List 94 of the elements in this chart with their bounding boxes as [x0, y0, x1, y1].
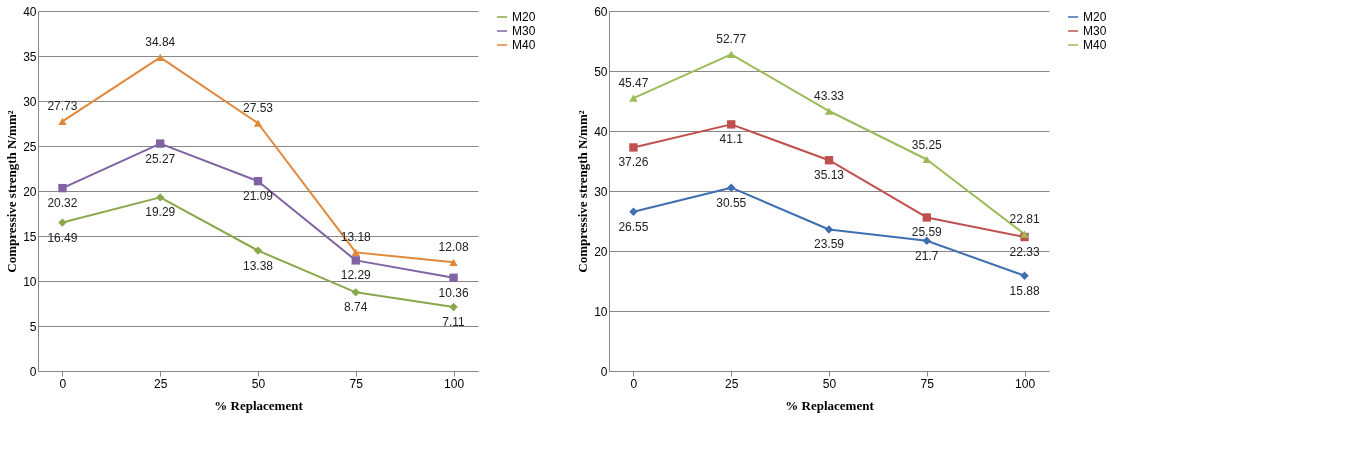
point [629, 94, 638, 102]
point [922, 236, 931, 245]
data-label: 45.47 [618, 76, 649, 91]
point [629, 207, 638, 216]
point [58, 183, 67, 193]
legend-label: M40 [512, 38, 536, 52]
point [351, 248, 360, 256]
x-tick-label: 50 [822, 376, 837, 391]
y-tick-label: 0 [600, 364, 608, 379]
point [1020, 230, 1029, 238]
legend-label: M20 [1083, 10, 1107, 24]
point [727, 50, 736, 58]
point [253, 246, 263, 255]
y-tick-label: 50 [594, 64, 608, 79]
point [824, 156, 834, 165]
data-label: 22.33 [1009, 245, 1040, 260]
y-axis-title: Compressive strength N/mm² [4, 110, 20, 273]
data-label: 12.08 [438, 240, 469, 255]
y-tick-label: 30 [594, 184, 608, 199]
data-label: 12.29 [340, 268, 372, 283]
y-tick-label: 40 [23, 4, 37, 19]
data-label: 22.81 [1009, 212, 1040, 227]
legend-label: M40 [1083, 38, 1107, 52]
y-tick-label: 35 [23, 49, 37, 64]
data-label: 25.59 [911, 225, 943, 240]
point [449, 273, 458, 282]
point [449, 302, 458, 312]
data-label: 8.74 [344, 300, 368, 315]
point [824, 225, 834, 234]
data-label: 35.25 [911, 137, 943, 152]
x-axis-title: % Replacement [214, 397, 304, 413]
x-tick-label: 50 [251, 376, 266, 391]
x-tick-label: 100 [444, 376, 465, 391]
point [727, 120, 736, 129]
point [824, 107, 834, 115]
data-label: 27.73 [47, 99, 78, 114]
data-label: 15.88 [1009, 283, 1040, 298]
data-label: 27.53 [242, 101, 274, 116]
point [58, 218, 67, 227]
y-tick-label: 0 [29, 364, 37, 379]
legend-label: M20 [512, 10, 536, 24]
point [1020, 271, 1029, 280]
data-label: 7.11 [442, 315, 466, 330]
data-label: 35.13 [813, 168, 845, 183]
x-tick-label: 75 [349, 376, 364, 391]
data-label: 20.32 [47, 196, 78, 211]
data-label: 10.36 [438, 285, 469, 300]
data-label: 41.1 [719, 132, 744, 147]
x-tick-label: 0 [630, 376, 638, 391]
point [351, 288, 360, 297]
x-tick-label: 100 [1015, 376, 1036, 391]
point [727, 183, 736, 192]
point [58, 117, 67, 126]
data-label: 25.27 [145, 151, 176, 166]
y-tick-label: 15 [23, 229, 37, 244]
data-label: 30.55 [716, 195, 747, 210]
data-label: 52.77 [716, 32, 747, 47]
data-label: 23.59 [813, 237, 845, 252]
data-label: 26.55 [618, 219, 649, 234]
point [253, 119, 263, 127]
data-label: 21.7 [915, 248, 939, 263]
point [156, 139, 165, 148]
point [449, 258, 458, 266]
y-tick-label: 20 [23, 184, 37, 199]
y-tick-label: 20 [594, 244, 608, 259]
data-label: 16.49 [47, 230, 78, 245]
point [156, 53, 165, 62]
point [629, 143, 638, 152]
legend-label: M30 [512, 24, 536, 38]
x-tick-label: 75 [920, 376, 935, 391]
y-tick-label: 10 [594, 304, 608, 319]
data-label: 19.29 [145, 205, 176, 220]
data-label: 21.09 [242, 189, 274, 204]
point [922, 155, 931, 164]
y-tick-label: 5 [29, 319, 37, 334]
x-tick-label: 25 [725, 376, 739, 391]
y-tick-label: 10 [23, 274, 37, 289]
x-axis-title: % Replacement [785, 397, 875, 413]
y-axis-title: Compressive strength N/mm² [575, 110, 591, 273]
data-label: 43.33 [813, 89, 845, 104]
y-tick-label: 30 [23, 94, 37, 109]
x-tick-label: 25 [154, 376, 168, 391]
data-label: 34.84 [145, 35, 176, 50]
point [351, 256, 360, 265]
legend-label: M30 [1083, 24, 1107, 38]
point [156, 193, 165, 202]
point [253, 177, 263, 186]
y-tick-label: 25 [23, 139, 37, 154]
data-label: 13.38 [242, 258, 274, 273]
y-tick-label: 40 [594, 124, 608, 139]
data-label: 37.26 [618, 155, 649, 170]
x-tick-label: 0 [59, 376, 67, 391]
point [922, 213, 931, 222]
y-tick-label: 60 [594, 4, 608, 19]
